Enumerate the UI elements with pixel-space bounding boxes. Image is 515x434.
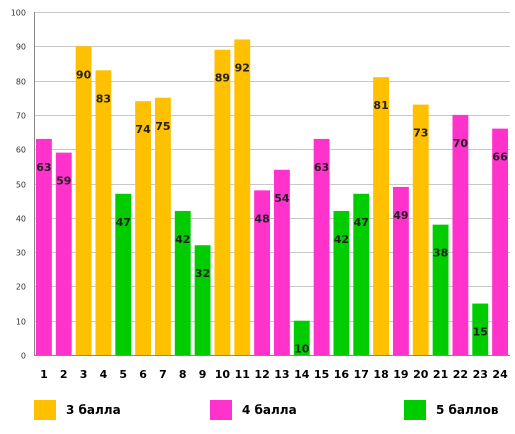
legend-item-3-balla: 3 балла (34, 398, 121, 422)
bar (95, 70, 112, 355)
y-tick-label: 90 (16, 43, 26, 52)
data-label: 15 (473, 326, 488, 339)
y-tick-label: 0 (21, 352, 26, 361)
x-tick-label: 11 (235, 368, 250, 381)
y-tick-label: 10 (16, 318, 26, 327)
bar (293, 320, 310, 355)
x-tick-label: 2 (60, 368, 68, 381)
x-tick-label: 13 (274, 368, 289, 381)
bar (75, 46, 92, 356)
legend-item-5-ballov: 5 баллов (404, 398, 498, 422)
x-tick-label: 15 (314, 368, 329, 381)
y-tick-label: 30 (16, 249, 26, 258)
bar (492, 128, 509, 355)
x-tick-label: 14 (294, 368, 310, 381)
data-label: 59 (56, 175, 71, 188)
data-label: 74 (135, 123, 151, 136)
data-label: 49 (393, 209, 408, 222)
x-tick-label: 21 (433, 368, 448, 381)
y-tick-label: 100 (11, 9, 26, 18)
x-tick-label: 9 (199, 368, 207, 381)
x-tick-label: 5 (119, 368, 127, 381)
y-tick-label: 80 (16, 78, 26, 87)
x-tick-label: 22 (453, 368, 468, 381)
y-tick-label: 60 (16, 146, 26, 155)
data-label: 73 (413, 127, 428, 140)
x-tick-label: 3 (80, 368, 88, 381)
y-tick-label: 70 (16, 112, 26, 121)
bar (234, 39, 251, 355)
x-tick-label: 17 (354, 368, 369, 381)
legend-label-4-balla: 4 балла (242, 403, 297, 417)
x-tick-label: 23 (473, 368, 488, 381)
legend-swatch-3-balla (34, 400, 56, 420)
data-label: 48 (254, 212, 269, 225)
x-tick-label: 1 (40, 368, 48, 381)
bar (472, 303, 489, 355)
bar (254, 190, 271, 355)
bar (412, 104, 429, 355)
x-tick-label: 20 (413, 368, 429, 381)
data-label: 38 (433, 247, 448, 260)
data-label: 54 (274, 192, 290, 205)
x-tick-label: 24 (492, 368, 508, 381)
data-label: 90 (76, 68, 92, 81)
x-tick-label: 7 (159, 368, 167, 381)
gridlines (34, 12, 510, 356)
data-label: 42 (334, 233, 349, 246)
x-axis-ticks: 1 2 3 4 5 6 7 8 9 10 11 12 13 14 15 16 17 18 19 20 21 22 23 24 (40, 368, 508, 381)
x-tick-label: 19 (393, 368, 408, 381)
bar (373, 77, 390, 356)
x-tick-label: 6 (139, 368, 147, 381)
legend-label-3-balla: 3 балла (66, 403, 121, 417)
bar (135, 101, 152, 356)
data-label: 63 (314, 161, 329, 174)
x-tick-label: 18 (373, 368, 388, 381)
legend-label-5-ballov: 5 баллов (436, 403, 499, 417)
bar (194, 245, 211, 355)
bar (273, 169, 290, 355)
y-tick-label: 50 (16, 181, 26, 190)
y-axis-ticks: 0 10 20 30 40 50 60 70 80 90 100 (11, 9, 26, 361)
x-tick-label: 10 (215, 368, 231, 381)
data-label: 70 (453, 137, 469, 150)
data-label: 89 (215, 72, 230, 85)
legend-swatch-5-ballov (404, 400, 426, 420)
legend-item-4-balla: 4 балла (210, 398, 297, 422)
data-label: 32 (195, 267, 210, 280)
data-label: 42 (175, 233, 190, 246)
x-tick-label: 4 (100, 368, 108, 381)
bar (392, 186, 409, 355)
bar (35, 138, 52, 355)
bars (35, 39, 509, 356)
data-label: 92 (235, 61, 250, 74)
data-labels: 63 59 90 83 47 74 75 42 32 89 92 48 54 10 63 42 47 81 49 73… (36, 61, 508, 355)
x-tick-label: 8 (179, 368, 187, 381)
bar (353, 193, 370, 355)
bar (452, 114, 469, 356)
data-label: 63 (36, 161, 51, 174)
data-label: 10 (294, 343, 310, 356)
bar (214, 49, 231, 355)
bar (333, 210, 350, 355)
y-tick-label: 20 (16, 283, 26, 292)
data-label: 47 (116, 216, 131, 229)
bar (115, 193, 132, 355)
y-tick-label: 40 (16, 215, 26, 224)
data-label: 83 (96, 92, 111, 105)
data-label: 75 (155, 120, 170, 133)
bar (174, 210, 191, 355)
legend-swatch-4-balla (210, 400, 232, 420)
data-label: 47 (354, 216, 369, 229)
x-tick-label: 16 (334, 368, 350, 381)
bar (154, 97, 171, 355)
x-tick-label: 12 (254, 368, 269, 381)
data-label: 66 (492, 151, 508, 164)
bar (432, 224, 449, 355)
bar (313, 138, 330, 355)
bar (55, 152, 72, 355)
data-label: 81 (373, 99, 388, 112)
